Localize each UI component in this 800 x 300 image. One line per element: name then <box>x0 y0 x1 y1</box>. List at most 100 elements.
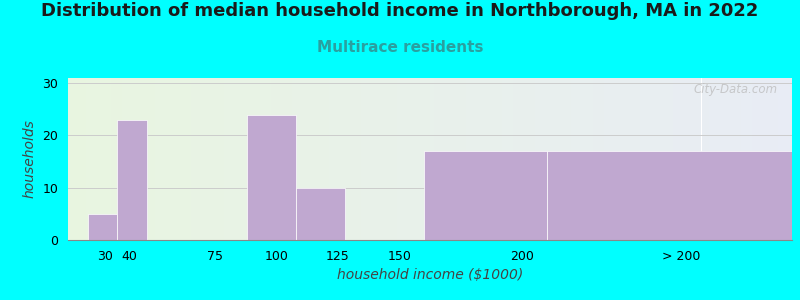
Bar <box>267 78 270 240</box>
Bar <box>445 78 448 240</box>
Bar <box>296 188 346 240</box>
Bar <box>422 78 426 240</box>
Bar <box>719 78 723 240</box>
Bar <box>673 78 676 240</box>
Bar <box>72 78 75 240</box>
Bar <box>104 78 108 240</box>
Bar <box>590 78 593 240</box>
Bar <box>553 78 557 240</box>
Bar <box>702 78 705 240</box>
Bar <box>278 78 282 240</box>
Bar <box>242 78 246 240</box>
Bar <box>238 78 242 240</box>
Bar <box>629 78 633 240</box>
Bar <box>611 78 614 240</box>
Bar <box>419 78 422 240</box>
Bar <box>220 78 224 240</box>
Bar <box>636 78 640 240</box>
Bar <box>571 78 574 240</box>
Bar <box>405 78 408 240</box>
Bar <box>386 78 390 240</box>
Bar <box>79 78 82 240</box>
Bar <box>574 78 578 240</box>
Bar <box>246 78 249 240</box>
Bar <box>213 78 217 240</box>
Bar <box>510 78 514 240</box>
Bar <box>528 78 531 240</box>
Bar <box>68 78 72 240</box>
Bar <box>108 78 111 240</box>
Bar <box>307 78 310 240</box>
Bar <box>466 78 470 240</box>
Bar <box>82 78 86 240</box>
Bar <box>698 78 702 240</box>
Bar <box>358 78 362 240</box>
Y-axis label: households: households <box>23 120 37 198</box>
Bar <box>441 78 445 240</box>
Bar <box>202 78 206 240</box>
X-axis label: household income ($1000): household income ($1000) <box>337 268 523 282</box>
Bar <box>521 78 524 240</box>
Bar <box>586 78 590 240</box>
Bar <box>781 78 785 240</box>
Bar <box>247 115 296 240</box>
Bar <box>177 78 180 240</box>
Bar <box>669 78 673 240</box>
Bar <box>372 78 376 240</box>
Bar <box>745 78 749 240</box>
Bar <box>538 78 542 240</box>
Bar <box>401 78 405 240</box>
Bar <box>234 78 238 240</box>
Bar <box>296 78 300 240</box>
Bar <box>452 78 455 240</box>
Bar <box>365 78 369 240</box>
Bar <box>459 78 462 240</box>
Bar <box>709 78 712 240</box>
Bar <box>680 78 683 240</box>
Bar <box>676 78 680 240</box>
Bar <box>770 78 774 240</box>
Bar <box>260 78 263 240</box>
Bar <box>300 78 303 240</box>
Bar <box>705 78 709 240</box>
Bar <box>651 78 654 240</box>
Bar <box>738 78 742 240</box>
Bar <box>148 78 151 240</box>
Bar <box>133 78 137 240</box>
Bar <box>474 78 477 240</box>
Bar <box>488 78 491 240</box>
Bar <box>325 78 329 240</box>
Bar <box>270 78 274 240</box>
Bar <box>274 78 278 240</box>
Bar <box>514 78 517 240</box>
Bar <box>336 78 339 240</box>
Bar <box>654 78 658 240</box>
Bar <box>180 78 184 240</box>
Bar <box>379 78 383 240</box>
Bar <box>137 78 141 240</box>
Bar <box>607 78 611 240</box>
Bar <box>727 78 730 240</box>
Bar <box>597 78 600 240</box>
Bar <box>546 78 550 240</box>
Bar <box>314 78 318 240</box>
Text: City-Data.com: City-Data.com <box>694 83 778 96</box>
Bar <box>723 78 727 240</box>
Bar <box>354 78 358 240</box>
Text: Distribution of median household income in Northborough, MA in 2022: Distribution of median household income … <box>42 2 758 20</box>
Bar <box>117 120 146 240</box>
Bar <box>658 78 662 240</box>
Bar <box>227 78 231 240</box>
Bar <box>434 78 438 240</box>
Bar <box>640 78 643 240</box>
Bar <box>498 78 502 240</box>
Bar <box>694 78 698 240</box>
Bar <box>155 78 158 240</box>
Bar <box>209 78 213 240</box>
Bar <box>376 78 379 240</box>
Bar <box>604 78 607 240</box>
Bar <box>118 78 122 240</box>
Bar <box>206 78 209 240</box>
Bar <box>742 78 745 240</box>
Bar <box>282 78 285 240</box>
